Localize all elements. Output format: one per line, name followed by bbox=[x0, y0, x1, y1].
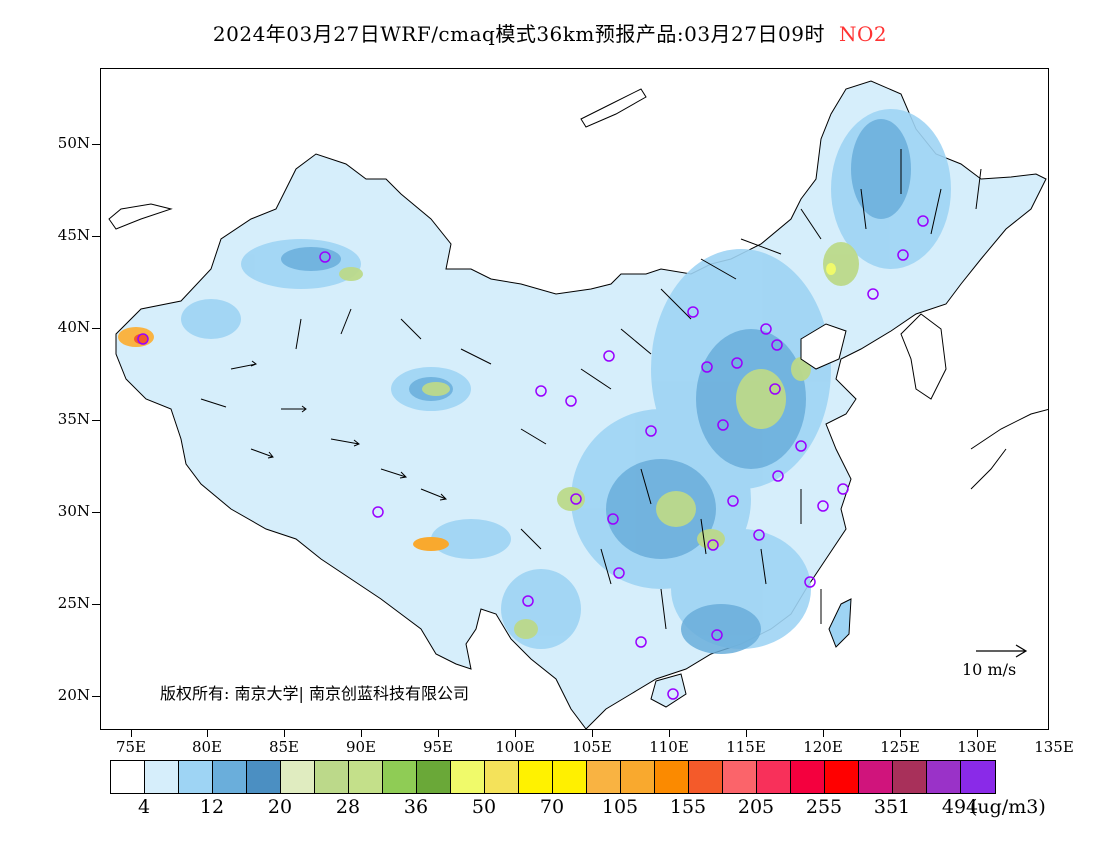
colorbar-cell bbox=[655, 761, 689, 793]
lat-label-35n: 35N bbox=[57, 410, 90, 428]
korea-outline bbox=[900, 313, 947, 400]
colorbar-cell bbox=[281, 761, 315, 793]
colorbar-label: 351 bbox=[873, 796, 911, 818]
lon-tick bbox=[438, 730, 439, 737]
station-markers bbox=[137, 215, 929, 700]
lat-tick bbox=[92, 328, 100, 329]
lon-label-75e: 75E bbox=[115, 738, 147, 756]
lat-tick bbox=[92, 604, 100, 605]
lat-tick bbox=[92, 512, 100, 513]
colorbar-cell bbox=[179, 761, 213, 793]
lon-label-130e: 130E bbox=[957, 738, 997, 756]
lon-label-100e: 100E bbox=[495, 738, 535, 756]
colorbar-label: 255 bbox=[805, 796, 843, 818]
colorbar-cell bbox=[961, 761, 995, 793]
china-landmass bbox=[115, 80, 1047, 729]
lon-tick bbox=[823, 730, 824, 737]
lat-label-45n: 45N bbox=[57, 226, 90, 244]
northern-lake bbox=[580, 88, 647, 128]
colorbar-cell bbox=[485, 761, 519, 793]
lon-label-120e: 120E bbox=[803, 738, 843, 756]
lon-tick bbox=[207, 730, 208, 737]
colorbar-cell bbox=[723, 761, 757, 793]
colorbar-cell bbox=[111, 761, 145, 793]
pollution-field-hotspots bbox=[118, 263, 836, 551]
title-main: 2024年03月27日WRF/cmaq模式36km预报产品:03月27日09时 bbox=[212, 22, 825, 46]
lat-label-40n: 40N bbox=[57, 318, 90, 336]
lon-tick bbox=[900, 730, 901, 737]
colorbar-cell bbox=[893, 761, 927, 793]
caspian-outline bbox=[108, 203, 173, 230]
lon-tick bbox=[592, 730, 593, 737]
lon-tick bbox=[515, 730, 516, 737]
reference-vector-label: 10 m/s bbox=[962, 660, 1017, 679]
lat-tick bbox=[92, 420, 100, 421]
colorbar-cell bbox=[587, 761, 621, 793]
title-species: NO2 bbox=[838, 22, 888, 46]
lat-tick bbox=[92, 236, 100, 237]
colorbar-label: 70 bbox=[539, 796, 565, 818]
colorbar-cell bbox=[349, 761, 383, 793]
japan-outline bbox=[970, 409, 1048, 490]
lat-label-25n: 25N bbox=[57, 594, 90, 612]
colorbar-label: 4 bbox=[137, 796, 151, 818]
colorbar-cell bbox=[791, 761, 825, 793]
copyright-text: 版权所有: 南京大学| 南京创蓝科技有限公司 bbox=[160, 684, 469, 703]
reference-vector-arrow bbox=[976, 644, 1028, 658]
lon-tick bbox=[361, 730, 362, 737]
bohai-sea bbox=[800, 323, 847, 370]
lon-label-85e: 85E bbox=[268, 738, 300, 756]
lon-label-110e: 110E bbox=[649, 738, 689, 756]
lon-tick bbox=[131, 730, 132, 737]
lon-label-125e: 125E bbox=[880, 738, 920, 756]
colorbar-label: 205 bbox=[737, 796, 775, 818]
lon-tick bbox=[284, 730, 285, 737]
colorbar-label: 494 bbox=[941, 796, 979, 818]
colorbar-cell bbox=[825, 761, 859, 793]
colorbar-cell bbox=[621, 761, 655, 793]
map-canvas bbox=[108, 80, 1048, 729]
colorbar-cell bbox=[519, 761, 553, 793]
lon-label-135e: 135E bbox=[1034, 738, 1074, 756]
colorbar-cell bbox=[383, 761, 417, 793]
lon-tick bbox=[977, 730, 978, 737]
taiwan-island bbox=[828, 598, 852, 648]
colorbar-cell bbox=[247, 761, 281, 793]
lat-tick bbox=[92, 696, 100, 697]
colorbar-cell bbox=[859, 761, 893, 793]
colorbar-label: 105 bbox=[601, 796, 639, 818]
colorbar-label: 36 bbox=[403, 796, 429, 818]
colorbar-cell bbox=[553, 761, 587, 793]
colorbar-cell bbox=[417, 761, 451, 793]
colorbar-cell bbox=[213, 761, 247, 793]
lat-label-50n: 50N bbox=[57, 134, 90, 152]
colorbar-cell bbox=[689, 761, 723, 793]
colorbar-label: 20 bbox=[267, 796, 293, 818]
map-panel[interactable] bbox=[100, 68, 1049, 730]
lon-label-80e: 80E bbox=[191, 738, 223, 756]
lat-label-20n: 20N bbox=[57, 686, 90, 704]
colorbar-unit: (ug/m3) bbox=[970, 796, 1046, 818]
lon-tick bbox=[746, 730, 747, 737]
page-title: 2024年03月27日WRF/cmaq模式36km预报产品:03月27日09时 N… bbox=[0, 18, 1100, 47]
wind-vectors bbox=[200, 149, 982, 630]
colorbar-cell bbox=[451, 761, 485, 793]
lon-label-115e: 115E bbox=[726, 738, 766, 756]
lat-label-30n: 30N bbox=[57, 502, 90, 520]
colorbar-label: 12 bbox=[199, 796, 225, 818]
lon-label-105e: 105E bbox=[572, 738, 612, 756]
colorbar-label: 28 bbox=[335, 796, 361, 818]
lon-tick bbox=[669, 730, 670, 737]
colorbar bbox=[110, 760, 996, 794]
colorbar-cell bbox=[315, 761, 349, 793]
colorbar-label: 50 bbox=[471, 796, 497, 818]
colorbar-cell bbox=[757, 761, 791, 793]
lat-tick bbox=[92, 144, 100, 145]
lon-label-90e: 90E bbox=[345, 738, 377, 756]
colorbar-label: 155 bbox=[669, 796, 707, 818]
lon-label-95e: 95E bbox=[422, 738, 454, 756]
colorbar-cell bbox=[927, 761, 961, 793]
colorbar-cell bbox=[145, 761, 179, 793]
